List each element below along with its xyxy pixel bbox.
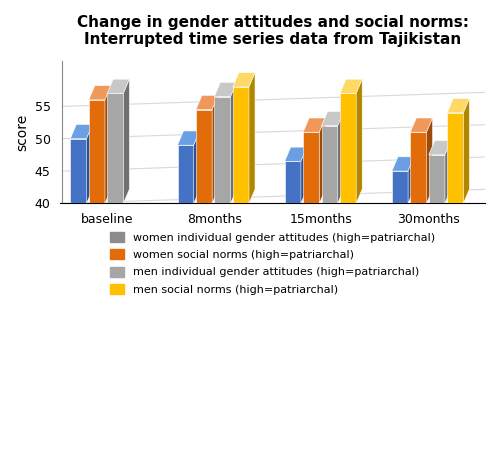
Polygon shape (107, 93, 124, 203)
Polygon shape (70, 139, 86, 203)
Polygon shape (233, 73, 255, 87)
Polygon shape (445, 141, 451, 203)
Polygon shape (303, 132, 320, 203)
Polygon shape (124, 79, 130, 203)
Polygon shape (70, 125, 92, 139)
Polygon shape (194, 131, 200, 203)
Legend: women individual gender attitudes (high=patriarchal), women social norms (high=p: women individual gender attitudes (high=… (110, 232, 435, 295)
Polygon shape (410, 118, 432, 132)
Polygon shape (196, 95, 218, 109)
Polygon shape (178, 145, 194, 203)
Polygon shape (86, 125, 92, 203)
Polygon shape (322, 112, 344, 126)
Polygon shape (178, 131, 200, 145)
Polygon shape (284, 161, 301, 203)
Polygon shape (392, 157, 414, 171)
Polygon shape (214, 97, 230, 203)
Title: Change in gender attitudes and social norms:
Interrupted time series data from T: Change in gender attitudes and social no… (76, 15, 468, 47)
Polygon shape (464, 98, 469, 203)
Y-axis label: score: score (15, 114, 29, 151)
Polygon shape (212, 95, 218, 203)
Polygon shape (392, 171, 408, 203)
Polygon shape (340, 93, 356, 203)
Polygon shape (410, 132, 426, 203)
Polygon shape (107, 79, 130, 93)
Polygon shape (230, 82, 236, 203)
Polygon shape (426, 118, 432, 203)
Polygon shape (214, 82, 236, 97)
Polygon shape (447, 113, 464, 203)
Polygon shape (356, 79, 362, 203)
Polygon shape (447, 98, 469, 113)
Polygon shape (340, 79, 362, 93)
Polygon shape (249, 73, 255, 203)
Polygon shape (233, 87, 249, 203)
Polygon shape (320, 118, 326, 203)
Polygon shape (105, 86, 111, 203)
Polygon shape (428, 141, 451, 155)
Polygon shape (408, 157, 414, 203)
Polygon shape (301, 147, 307, 203)
Polygon shape (322, 126, 338, 203)
Polygon shape (303, 118, 326, 132)
Polygon shape (88, 100, 105, 203)
Polygon shape (196, 109, 212, 203)
Polygon shape (428, 155, 445, 203)
Polygon shape (88, 86, 111, 100)
Polygon shape (284, 147, 307, 161)
Polygon shape (338, 112, 344, 203)
